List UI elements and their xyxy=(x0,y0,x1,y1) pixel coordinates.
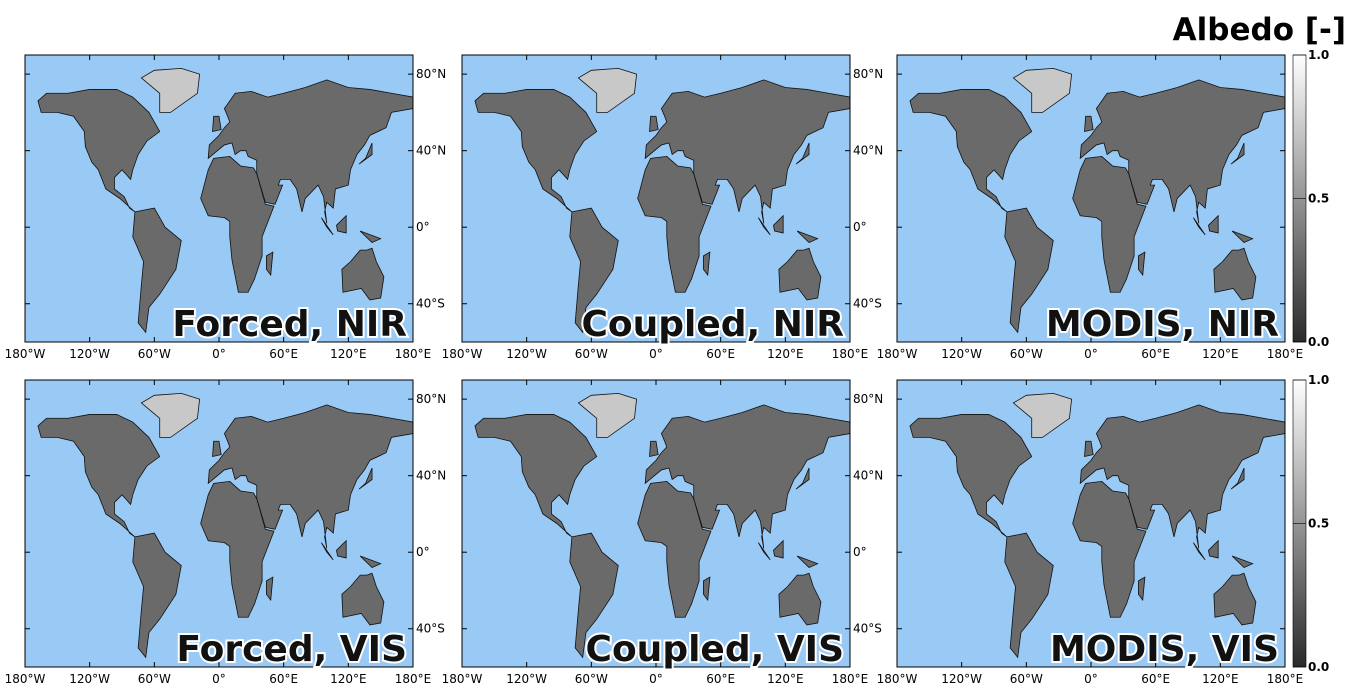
lon-tick-label: 180°E xyxy=(832,347,869,361)
lat-tick-label: 40°N xyxy=(853,469,883,483)
lon-tick-label: 0° xyxy=(1084,672,1098,686)
lat-tick-label: 40°S xyxy=(416,622,445,636)
lon-tick-label: 180°E xyxy=(1267,672,1304,686)
lon-tick-label: 60°W xyxy=(138,347,171,361)
panel-label: MODIS, NIR xyxy=(1046,304,1279,345)
lat-tick-label: 0° xyxy=(853,545,867,559)
lat-tick-label: 80°N xyxy=(416,67,446,81)
lon-tick-label: 60°E xyxy=(706,672,735,686)
lon-tick-label: 180°W xyxy=(877,672,918,686)
lon-tick-label: 60°E xyxy=(1141,672,1170,686)
colorbar-label: 0.5 xyxy=(1308,192,1329,206)
colorbar-label: 0.0 xyxy=(1308,660,1329,674)
panel-label: Coupled, NIR xyxy=(581,304,844,345)
lon-tick-label: 120°W xyxy=(506,347,547,361)
lon-tick-label: 120°W xyxy=(69,672,110,686)
lat-tick-label: 80°N xyxy=(416,392,446,406)
lat-tick-label: 0° xyxy=(416,220,430,234)
lon-tick-label: 180°E xyxy=(395,347,432,361)
colorbar-label: 0.0 xyxy=(1308,335,1329,349)
lon-tick-label: 180°W xyxy=(5,672,46,686)
lon-tick-label: 120°E xyxy=(1202,672,1239,686)
lon-tick-label: 120°E xyxy=(1202,347,1239,361)
lat-tick-label: 40°S xyxy=(416,297,445,311)
lat-tick-label: 40°N xyxy=(416,469,446,483)
lon-tick-label: 120°W xyxy=(941,347,982,361)
lat-tick-label: 40°S xyxy=(853,622,882,636)
lon-tick-label: 180°W xyxy=(5,347,46,361)
colorbar-label: 1.0 xyxy=(1308,48,1329,62)
lon-tick-label: 60°E xyxy=(269,672,298,686)
lon-tick-label: 60°E xyxy=(269,347,298,361)
lon-tick-label: 0° xyxy=(649,347,663,361)
lat-tick-label: 40°S xyxy=(853,297,882,311)
lon-tick-label: 180°E xyxy=(1267,347,1304,361)
lon-tick-label: 0° xyxy=(649,672,663,686)
lon-tick-label: 180°E xyxy=(832,672,869,686)
lat-tick-label: 0° xyxy=(853,220,867,234)
lon-tick-label: 60°W xyxy=(575,672,608,686)
panel-label: MODIS, VIS xyxy=(1050,629,1279,670)
lat-tick-label: 80°N xyxy=(853,392,883,406)
lon-tick-label: 60°W xyxy=(138,672,171,686)
lat-tick-label: 0° xyxy=(416,545,430,559)
lon-tick-label: 0° xyxy=(212,672,226,686)
lon-tick-label: 120°E xyxy=(767,347,804,361)
panel-label: Forced, NIR xyxy=(172,304,407,345)
lon-tick-label: 0° xyxy=(1084,347,1098,361)
lon-tick-label: 120°E xyxy=(767,672,804,686)
lon-tick-label: 60°W xyxy=(1010,672,1043,686)
lon-tick-label: 180°W xyxy=(442,672,483,686)
lon-tick-label: 120°W xyxy=(506,672,547,686)
lon-tick-label: 120°W xyxy=(69,347,110,361)
lon-tick-label: 120°E xyxy=(330,672,367,686)
lon-tick-label: 60°W xyxy=(1010,347,1043,361)
lon-tick-label: 120°W xyxy=(941,672,982,686)
lon-tick-label: 0° xyxy=(212,347,226,361)
panel-label: Coupled, VIS xyxy=(586,629,844,670)
lon-tick-label: 60°E xyxy=(706,347,735,361)
colorbar-label: 0.5 xyxy=(1308,517,1329,531)
colorbar-title: Albedo [-] xyxy=(1173,12,1346,48)
colorbar-label: 1.0 xyxy=(1308,373,1329,387)
lat-tick-label: 40°N xyxy=(416,144,446,158)
figure: 180°W 120°W 60°W 0° 60°E 120°E 180°E 80°N 40°N 0°… xyxy=(0,0,1352,691)
lon-tick-label: 120°E xyxy=(330,347,367,361)
lon-tick-label: 180°W xyxy=(442,347,483,361)
lat-tick-label: 40°N xyxy=(853,144,883,158)
lon-tick-label: 60°E xyxy=(1141,347,1170,361)
lon-tick-label: 180°E xyxy=(395,672,432,686)
panel-label: Forced, VIS xyxy=(176,629,407,670)
lon-tick-label: 180°W xyxy=(877,347,918,361)
lon-tick-label: 60°W xyxy=(575,347,608,361)
lat-tick-label: 80°N xyxy=(853,67,883,81)
